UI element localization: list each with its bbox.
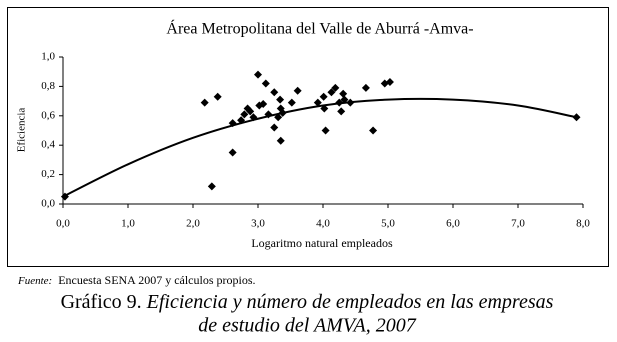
scatter-point (327, 88, 336, 97)
scatter-point (249, 113, 258, 122)
scatter-point (320, 104, 329, 113)
scatter-point (240, 110, 249, 119)
y-tick-label: 1,0 (41, 51, 55, 63)
y-axis-label: Eficiencia (16, 108, 28, 153)
x-tick-label: 0,0 (56, 218, 70, 230)
caption-text: Eficiencia y número de empleados en las … (146, 291, 554, 313)
y-tick-label: 0,0 (41, 198, 55, 210)
scatter-point (321, 126, 330, 135)
scatter-point (276, 136, 285, 145)
x-tick-label: 8,0 (576, 218, 590, 230)
scatter-point (319, 92, 328, 101)
scatter-point (339, 89, 348, 98)
scatter-point (228, 119, 237, 128)
scatter-point (572, 113, 581, 122)
scatter-point (361, 83, 370, 92)
scatter-point (213, 92, 222, 101)
scatter-point (337, 107, 346, 116)
scatter-point (270, 88, 279, 97)
scatter-point (313, 98, 322, 107)
source-text: Encuesta SENA 2007 y cálculos propios. (58, 273, 255, 287)
source-line: Fuente: Encuesta SENA 2007 y cálculos pro… (17, 273, 256, 287)
scatter-point (293, 86, 302, 95)
scatter-point (237, 116, 246, 125)
scatter-point (261, 79, 270, 88)
y-tick-label: 0,4 (41, 139, 55, 151)
trendline (62, 97, 577, 198)
scatter-point (60, 192, 69, 201)
scatter-point (228, 148, 237, 157)
x-tick-label: 1,0 (121, 218, 135, 230)
scatter-point (335, 98, 344, 107)
scatter-point (369, 126, 378, 135)
scatter-point (246, 107, 255, 116)
x-tick-label: 5,0 (381, 218, 395, 230)
x-tick-label: 6,0 (446, 218, 460, 230)
scatter-point (200, 98, 209, 107)
caption-text: de estudio del AMVA, 2007 (198, 315, 417, 337)
scatter-point (385, 77, 394, 86)
x-tick-label: 3,0 (251, 218, 265, 230)
caption-line: Gráfico 9. Eficiencia y número de emplead… (61, 291, 554, 313)
scatter-point (264, 110, 273, 119)
source-label: Fuente: (17, 275, 52, 287)
caption-label: Gráfico 9. (61, 291, 142, 313)
scatter-point (346, 98, 355, 107)
scatter-point (340, 95, 349, 104)
scatter-point (331, 83, 340, 92)
x-tick-label: 7,0 (511, 218, 525, 230)
scatter-point (274, 113, 283, 122)
y-tick-label: 0,2 (41, 168, 55, 180)
scatter-point (278, 108, 287, 117)
y-tick-label: 0,8 (41, 80, 55, 92)
scatter-point (270, 123, 279, 132)
scatter-point (207, 182, 216, 191)
x-axis-label: Logaritmo natural empleados (251, 236, 393, 250)
scatter-point (287, 98, 296, 107)
scatter-point (276, 95, 285, 104)
scatter-point (259, 100, 268, 109)
chart-title: Área Metropolitana del Valle de Aburrá -… (166, 19, 473, 38)
x-tick-label: 4,0 (316, 218, 330, 230)
scatter-point (254, 70, 262, 79)
chart-frame (7, 7, 609, 267)
x-tick-label: 2,0 (186, 218, 200, 230)
y-tick-label: 0,6 (41, 109, 55, 121)
